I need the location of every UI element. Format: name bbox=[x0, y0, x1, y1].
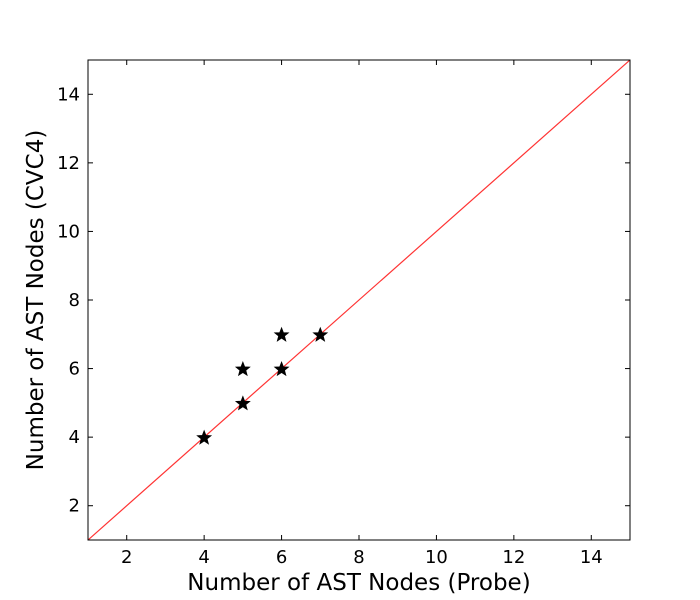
data-point bbox=[273, 361, 290, 377]
x-tick-label: 4 bbox=[198, 547, 209, 568]
data-point bbox=[234, 361, 251, 377]
x-tick-label: 6 bbox=[276, 547, 287, 568]
y-tick-label: 6 bbox=[69, 359, 80, 380]
x-tick-label: 12 bbox=[502, 547, 525, 568]
y-tick-label: 12 bbox=[57, 153, 80, 174]
x-tick-label: 2 bbox=[121, 547, 132, 568]
y-tick-label: 14 bbox=[57, 84, 80, 105]
reference-line-y-equals-x bbox=[88, 60, 630, 540]
x-tick-label: 8 bbox=[353, 547, 364, 568]
data-point bbox=[273, 326, 290, 342]
data-point bbox=[234, 395, 251, 411]
data-point bbox=[312, 326, 329, 342]
y-tick-label: 10 bbox=[57, 221, 80, 242]
axis-ticks: 2 4 6 8 10 12 14 2 4 6 8 10 12 14 bbox=[57, 60, 630, 568]
y-tick-label: 4 bbox=[69, 427, 80, 448]
x-axis-label: Number of AST Nodes (Probe) bbox=[187, 570, 530, 596]
y-axis-label: Number of AST Nodes (CVC4) bbox=[23, 130, 49, 471]
x-tick-label: 14 bbox=[580, 547, 603, 568]
x-tick-label: 10 bbox=[425, 547, 448, 568]
data-point bbox=[196, 429, 213, 445]
y-tick-label: 8 bbox=[69, 290, 80, 311]
y-tick-label: 2 bbox=[69, 496, 80, 517]
plot-area bbox=[88, 60, 630, 540]
